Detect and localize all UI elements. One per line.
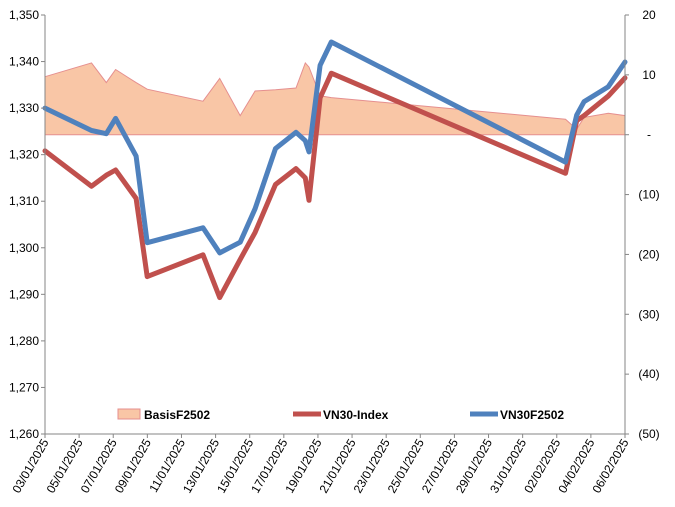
- y-right-tick-label: 10: [642, 68, 656, 82]
- y-left-tick-label: 1,290: [9, 287, 39, 301]
- y-left-tick-label: 1,340: [9, 55, 39, 69]
- y-left-tick-label: 1,310: [9, 194, 39, 208]
- y-right-tick-label: (40): [638, 367, 659, 381]
- legend-label-basisf2502: BasisF2502: [144, 408, 210, 422]
- y-right-tick-label: -: [647, 128, 651, 142]
- y-left-tick-label: 1,330: [9, 101, 39, 115]
- y-right-tick-label: (30): [638, 307, 659, 321]
- y-left-tick-label: 1,350: [9, 8, 39, 22]
- y-right-tick-label: (50): [638, 427, 659, 441]
- y-left-tick-label: 1,260: [9, 427, 39, 441]
- y-left-tick-label: 1,280: [9, 334, 39, 348]
- y-right-tick-label: (10): [638, 188, 659, 202]
- y-right-tick-label: (20): [638, 247, 659, 261]
- legend-swatch-basisf2502: [117, 408, 141, 420]
- series-line-vn30f2502: [42, 39, 628, 256]
- axis-layer: 1,260 1,270 1,280 1,290 1,300 1,310 1,320 1,330…: [9, 8, 660, 496]
- y-left-tick-label: 1,270: [9, 380, 39, 394]
- legend: BasisF2502 VN30-Index VN30F2502: [117, 408, 564, 422]
- legend-label-vn30f2502: VN30F2502: [500, 408, 564, 422]
- plot-layer: [42, 39, 628, 301]
- y-left-tick-label: 1,320: [9, 148, 39, 162]
- y-right-tick-label: 20: [642, 8, 656, 22]
- legend-label-vn30-index: VN30-Index: [323, 408, 389, 422]
- y-left-tick-label: 1,300: [9, 241, 39, 255]
